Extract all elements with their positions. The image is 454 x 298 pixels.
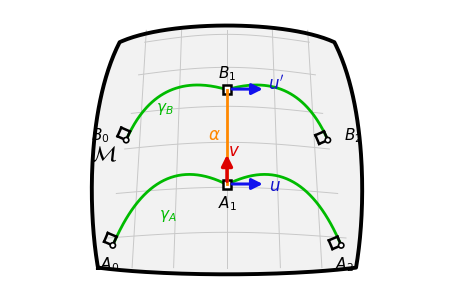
Circle shape bbox=[123, 137, 129, 143]
Text: $A_0$: $A_0$ bbox=[100, 255, 119, 274]
Text: $\gamma_B$: $\gamma_B$ bbox=[156, 101, 173, 117]
Circle shape bbox=[325, 137, 331, 143]
Circle shape bbox=[110, 243, 115, 248]
Text: $u$: $u$ bbox=[269, 177, 281, 195]
Text: $u'$: $u'$ bbox=[268, 75, 284, 94]
Circle shape bbox=[339, 243, 344, 248]
Text: $\mathcal{M}$: $\mathcal{M}$ bbox=[90, 145, 118, 165]
Text: $\gamma_A$: $\gamma_A$ bbox=[159, 208, 177, 224]
Text: $v$: $v$ bbox=[227, 142, 240, 160]
Text: $B_2$: $B_2$ bbox=[344, 126, 362, 145]
Bar bbox=[222, 180, 232, 189]
Text: $A_1$: $A_1$ bbox=[217, 195, 237, 213]
Polygon shape bbox=[92, 26, 362, 274]
Bar bbox=[222, 85, 232, 94]
Text: $A_2$: $A_2$ bbox=[335, 255, 354, 274]
Text: $B_1$: $B_1$ bbox=[218, 64, 236, 83]
Text: $\alpha$: $\alpha$ bbox=[208, 126, 221, 144]
Text: $B_0$: $B_0$ bbox=[91, 126, 110, 145]
